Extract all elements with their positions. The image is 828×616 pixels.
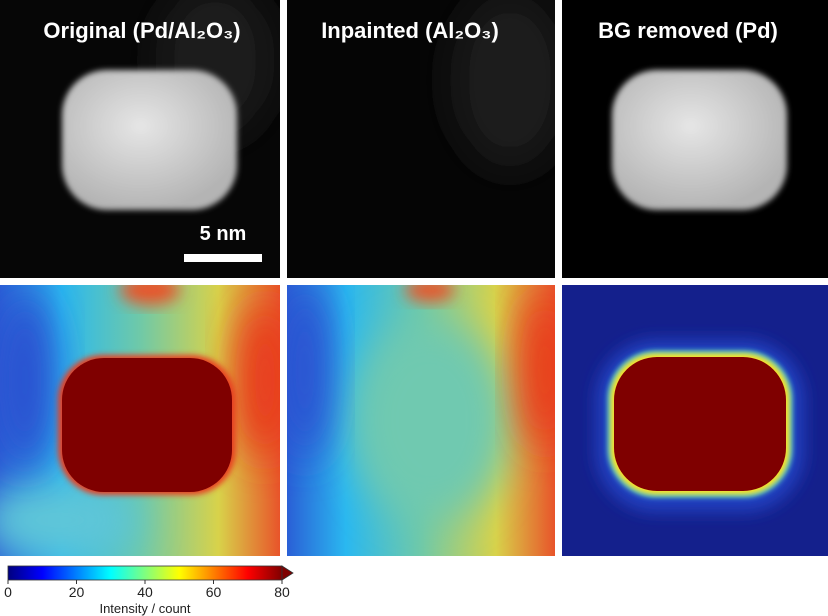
figure: 5 nm Original (Pd/Al₂O₃) Inpainted (Al₂O… [0, 0, 828, 616]
particle [62, 70, 237, 210]
colorbar: 0 20 40 60 80 Intensity / count [4, 566, 293, 616]
scale-bar-label: 5 nm [200, 223, 247, 245]
colorbar-tick-label: 80 [274, 584, 290, 600]
scale-bar [184, 254, 262, 262]
particle [612, 70, 787, 210]
panel-title: BG removed (Pd) [598, 18, 778, 43]
colorbar-gradient [8, 566, 282, 580]
colorbar-tick-label: 60 [206, 584, 222, 600]
colorbar-label: Intensity / count [99, 601, 190, 616]
colorbar-tick-label: 20 [69, 584, 85, 600]
colorbar-extend [282, 566, 293, 580]
panel-title: Inpainted (Al₂O₃) [321, 18, 499, 43]
colorbar-tick-label: 40 [137, 584, 153, 600]
particle [614, 357, 786, 491]
colorbar-tick-label: 0 [4, 584, 12, 600]
particle [62, 358, 232, 492]
image-panels: 5 nm [0, 0, 828, 560]
panel-title: Original (Pd/Al₂O₃) [43, 18, 240, 43]
